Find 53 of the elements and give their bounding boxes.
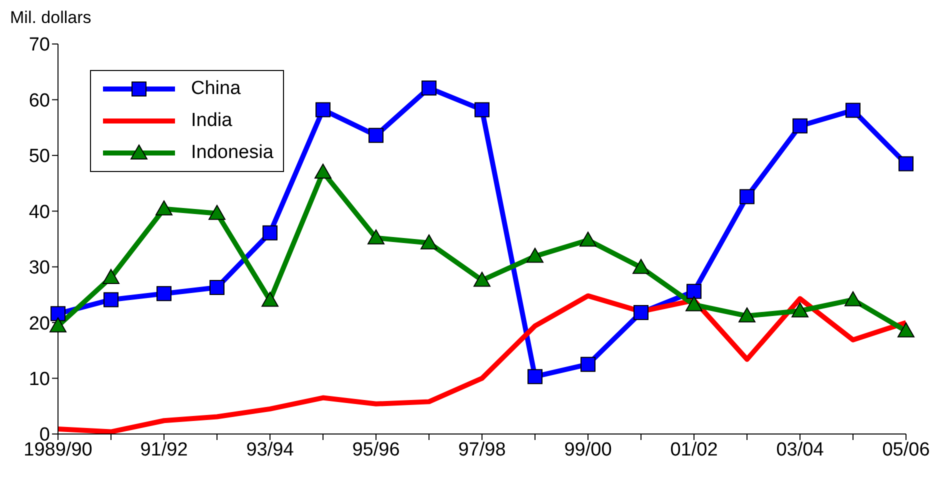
point <box>792 118 808 134</box>
point <box>368 128 384 143</box>
y-axis-title: Mil. dollars <box>10 8 92 28</box>
point <box>526 248 544 263</box>
x-tick-label: 01/02 <box>670 439 718 460</box>
point <box>156 286 172 302</box>
point <box>844 291 862 306</box>
y-tick-label: 60 <box>28 90 50 112</box>
point <box>156 200 172 216</box>
point <box>898 156 914 172</box>
x-tick-label: 99/00 <box>564 439 612 460</box>
point <box>262 225 278 240</box>
point <box>420 234 438 250</box>
point <box>474 102 490 118</box>
point <box>898 322 914 338</box>
legend-label: Indonesia <box>191 142 274 164</box>
point <box>208 204 226 220</box>
point <box>104 292 118 308</box>
point <box>50 306 66 322</box>
x-tick-label: 05/06 <box>882 439 930 460</box>
point <box>686 296 702 312</box>
y-tick-label: 70 <box>28 34 50 56</box>
point <box>580 356 596 372</box>
point <box>846 102 860 118</box>
point <box>474 272 490 287</box>
point <box>634 305 648 320</box>
point <box>210 280 224 295</box>
y-tick-label: 40 <box>28 202 50 223</box>
point <box>316 102 330 118</box>
x-tick-label: 93/94 <box>246 439 294 460</box>
legend-label: India <box>191 110 232 132</box>
x-tick-label: 03/04 <box>776 439 824 460</box>
point <box>314 164 332 179</box>
point <box>580 232 596 247</box>
point <box>102 268 120 284</box>
point <box>368 229 384 244</box>
x-tick-label: 95/96 <box>352 439 400 460</box>
point <box>792 302 808 318</box>
y-tick-label: 50 <box>28 146 50 168</box>
x-tick-label: 91/92 <box>140 439 188 460</box>
y-tick-label: 30 <box>28 258 50 279</box>
legend-label: China <box>191 78 241 100</box>
y-tick-label: 20 <box>28 313 50 334</box>
point <box>740 189 754 204</box>
point <box>528 369 542 384</box>
point <box>50 317 66 332</box>
point <box>262 292 278 307</box>
point <box>422 80 436 96</box>
x-tick-label: 97/98 <box>458 439 506 460</box>
point <box>632 258 650 274</box>
y-tick-label: 10 <box>28 369 50 390</box>
point <box>738 307 756 322</box>
point <box>686 284 702 299</box>
